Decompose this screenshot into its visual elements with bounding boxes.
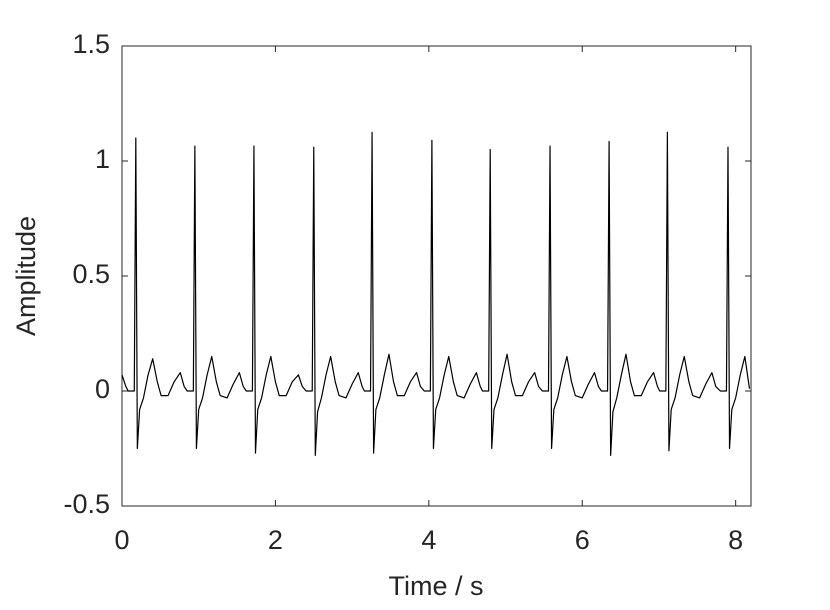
x-tick-label: 8 — [728, 525, 743, 555]
y-axis-label: Amplitude — [11, 216, 41, 336]
x-tick-label: 0 — [114, 525, 129, 555]
y-tick-label: 0.5 — [72, 259, 110, 289]
y-tick-label: 1 — [95, 144, 110, 174]
x-tick-label: 4 — [421, 525, 436, 555]
x-tick-label: 6 — [575, 525, 590, 555]
y-tick-label: 0 — [95, 374, 110, 404]
x-axis-label: Time / s — [388, 571, 483, 601]
ecg-line — [121, 131, 751, 456]
plot-frame — [121, 45, 752, 507]
y-tick-label: -0.5 — [63, 489, 110, 519]
x-tick-label: 2 — [268, 525, 283, 555]
y-tick-label: 1.5 — [72, 29, 110, 59]
